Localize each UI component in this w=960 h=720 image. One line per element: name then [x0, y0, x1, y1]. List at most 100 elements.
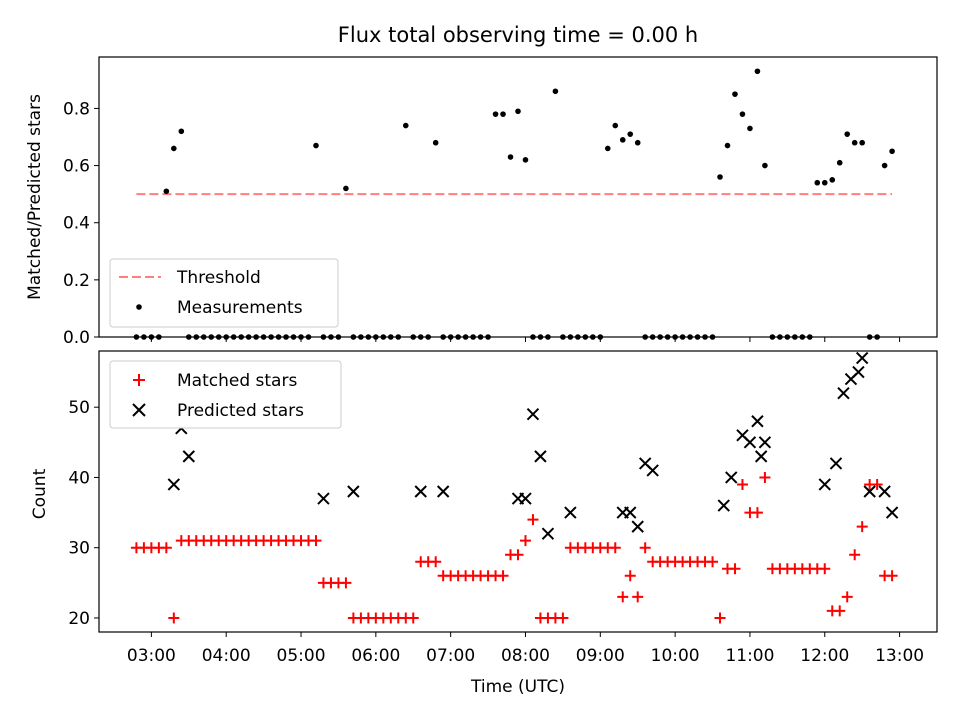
matched-star-point [624, 570, 636, 582]
bottom-legend: Matched stars Predicted stars [109, 360, 342, 429]
measurement-point [163, 188, 170, 195]
matched-star-point [639, 542, 651, 554]
matched-star-point [310, 535, 322, 547]
x-tick-label: 05:00 [277, 646, 326, 666]
matched-star-point [759, 471, 771, 483]
predicted-star-point [646, 464, 659, 477]
predicted-star-point [167, 478, 181, 491]
predicted-star-point [829, 457, 843, 470]
x-tick-label: 03:00 [127, 646, 176, 666]
predicted-star-point [818, 478, 831, 491]
matched-star-point [886, 570, 898, 582]
matched-star-point [707, 556, 719, 568]
measurement-point [515, 108, 521, 115]
y-tick-label: 0.4 [63, 214, 90, 234]
predicted-star-point [885, 506, 899, 519]
matched-star-point [729, 563, 741, 575]
top-panel-y-axis: 0.0 0.2 0.4 0.6 0.8 [63, 99, 99, 348]
y-tick-label: 0.6 [63, 157, 90, 177]
measurement-point [432, 139, 439, 146]
predicted-star-point [317, 492, 330, 505]
measurement-point [732, 91, 738, 97]
x-tick-label: 06:00 [351, 646, 400, 666]
matched-star-point [430, 556, 442, 568]
matched-star-point [871, 478, 883, 490]
predicted-star-point [863, 485, 876, 498]
measurement-point [821, 179, 828, 186]
matched-star-point [512, 549, 524, 561]
predicted-star-point [526, 408, 540, 421]
legend-predicted-swatch [132, 403, 146, 417]
predicted-star-point [347, 485, 360, 498]
measurement-point [881, 162, 888, 169]
matched-star-point [168, 612, 180, 624]
measurement-point [507, 154, 514, 160]
matched-star-point [751, 507, 763, 519]
x-tick-label: 07:00 [426, 646, 475, 666]
legend-predicted-label: Predicted stars [177, 401, 304, 421]
predicted-star-point [564, 506, 577, 519]
measurement-point [313, 142, 319, 149]
bottom-legend-box [109, 360, 342, 429]
legend-threshold-label: Threshold [176, 268, 261, 288]
x-tick-label: 08:00 [501, 646, 550, 666]
y-tick-label: 20 [68, 609, 90, 629]
predicted-star-point [541, 527, 555, 540]
measurement-point [844, 131, 851, 137]
measurement-point [500, 111, 506, 117]
predicted-star-point [758, 436, 772, 449]
measurement-point [171, 145, 177, 152]
top-panel-title: Flux total observing time = 0.00 h [338, 23, 698, 47]
matched-star-point [834, 605, 846, 617]
matched-star-point [849, 549, 861, 561]
legend-measurements-swatch [136, 304, 142, 310]
predicted-star-point [837, 386, 850, 400]
measurement-point [829, 177, 836, 183]
x-tick-label: 10:00 [651, 646, 700, 666]
predicted-star-point [624, 506, 637, 519]
x-tick-label: 13:00 [875, 646, 924, 666]
x-tick-label: 12:00 [800, 646, 849, 666]
matched-star-point [407, 612, 419, 624]
measurement-point [343, 185, 349, 192]
measurement-point [762, 162, 768, 169]
matched-star-point [736, 478, 748, 490]
x-tick-label: 09:00 [576, 646, 625, 666]
top-legend: Threshold Measurements [109, 258, 339, 328]
y-tick-label: 50 [68, 398, 90, 418]
measurement-point [739, 111, 746, 117]
measurement-point [747, 125, 753, 132]
y-tick-label: 40 [68, 468, 90, 488]
matched-star-point [160, 542, 172, 554]
x-tick-label: 04:00 [202, 646, 251, 666]
matched-star-point [527, 514, 539, 526]
predicted-star-point [519, 492, 532, 505]
matched-star-point [632, 591, 644, 603]
matched-star-point [497, 570, 509, 582]
bottom-panel-x-axis: 03:00 04:00 05:00 06:00 07:00 08:00 09:00 10:00… [127, 632, 924, 666]
predicted-star-point [754, 450, 768, 463]
matched-star-point [617, 591, 629, 603]
legend-matched-swatch [133, 374, 145, 386]
matched-star-point [557, 612, 569, 624]
matched-star-point [819, 563, 831, 575]
predicted-star-point [852, 365, 865, 379]
bottom-panel-ylabel: Count [30, 468, 50, 519]
measurement-point [634, 139, 641, 146]
measurement-point [492, 111, 499, 117]
measurement-point [836, 159, 843, 166]
bottom-panel-xlabel: Time (UTC) [470, 677, 565, 697]
measurement-point [859, 139, 865, 146]
measurement-point [754, 68, 761, 75]
measurement-point [612, 122, 619, 129]
predicted-star-point [534, 450, 547, 463]
predicted-star-point [182, 450, 195, 463]
measurement-point [178, 128, 185, 135]
measurement-point [851, 139, 858, 146]
predicted-star-point [414, 485, 427, 498]
measurement-point [522, 157, 529, 163]
predicted-star-point [878, 485, 891, 498]
